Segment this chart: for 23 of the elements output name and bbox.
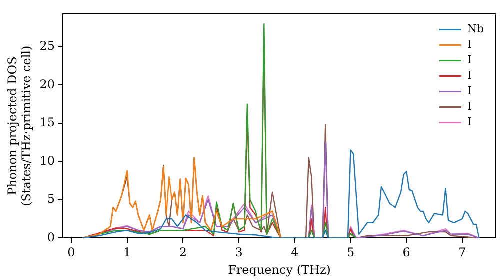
legend-label: Nb bbox=[467, 22, 484, 36]
legend-label: I bbox=[467, 38, 472, 52]
y-tick-label: 0 bbox=[47, 230, 56, 244]
y-tick-label: 25 bbox=[40, 39, 56, 54]
x-tick-label: 2 bbox=[179, 246, 187, 260]
y-tick-label: 5 bbox=[47, 192, 56, 206]
x-tick-label: 7 bbox=[458, 246, 466, 260]
legend-label: I bbox=[467, 100, 472, 114]
y-tick-label: 10 bbox=[40, 154, 56, 168]
x-axis-title: Frequency (THz) bbox=[228, 262, 331, 277]
x-tick-label: 4 bbox=[291, 246, 300, 260]
x-tick-label: 5 bbox=[346, 246, 355, 260]
x-tick-label: 3 bbox=[235, 246, 243, 260]
legend-label: I bbox=[467, 69, 472, 82]
legend-label: I bbox=[467, 116, 472, 129]
x-tick-label: 6 bbox=[402, 246, 410, 260]
legend-label: I bbox=[467, 54, 472, 67]
y-tick-label: 20 bbox=[40, 77, 56, 92]
y-tick-label: 15 bbox=[40, 116, 56, 130]
y-axis-title: Phonon projected DOS (States/THz·primitive cell) bbox=[5, 46, 34, 206]
legend-label: I bbox=[467, 84, 472, 98]
x-tick-label: 0 bbox=[68, 246, 76, 260]
x-tick-label: 1 bbox=[123, 246, 132, 260]
